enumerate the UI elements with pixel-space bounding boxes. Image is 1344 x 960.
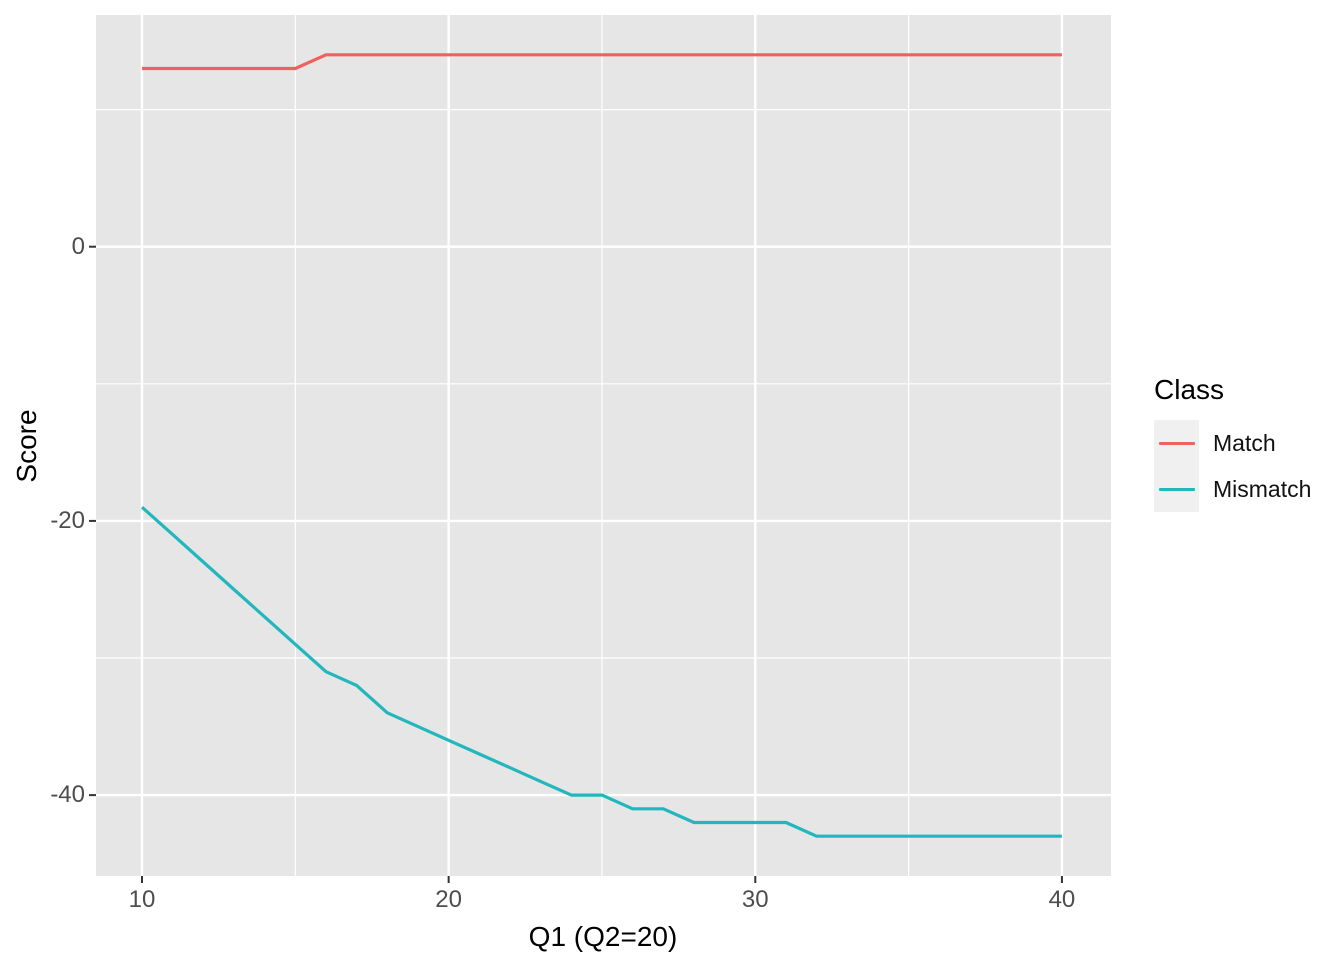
x-tick-label-30: 30 [741, 886, 769, 913]
legend-label-mismatch: Mismatch [1213, 475, 1312, 502]
legend-item-mismatch: Mismatch [1154, 466, 1312, 513]
legend-label-match: Match [1213, 429, 1276, 456]
x-tick-label-40: 40 [1048, 886, 1076, 913]
y-axis-title: Score [11, 409, 42, 483]
axis-tick-marks [89, 245, 1063, 883]
match-line-swatch [1158, 441, 1195, 445]
panel-background [96, 15, 1111, 876]
x-axis-title: Q1 (Q2=20) [528, 921, 678, 952]
x-tick-label-10: 10 [128, 886, 156, 913]
y-tick-label-0: 0 [71, 232, 85, 260]
legend-keys: Match Mismatch [1154, 420, 1312, 513]
y-tick-label--20: -20 [50, 506, 85, 534]
legend-title: Class [1154, 374, 1225, 405]
mismatch-line-swatch [1158, 487, 1195, 491]
series-line-mismatch [140, 506, 1062, 838]
legend-item-match: Match [1154, 420, 1311, 467]
legend: Class Match Mismatch [1154, 374, 1312, 513]
x-tick-label-20: 20 [435, 886, 462, 913]
minor-gridlines [96, 15, 1111, 876]
legend-key-mismatch [1154, 466, 1199, 513]
series-line-match [142, 53, 1062, 71]
y-tick-label--40: -40 [50, 781, 85, 809]
legend-key-match [1154, 420, 1199, 467]
